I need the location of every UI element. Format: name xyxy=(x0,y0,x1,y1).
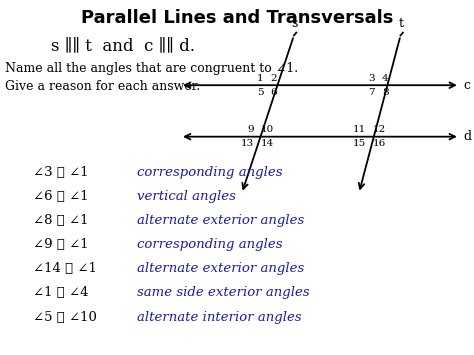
Text: corresponding angles: corresponding angles xyxy=(137,166,283,179)
Text: alternate exterior angles: alternate exterior angles xyxy=(137,214,305,227)
Text: ∠8 ≅ ∠1: ∠8 ≅ ∠1 xyxy=(33,214,89,227)
Text: 1: 1 xyxy=(257,73,264,83)
Text: Give a reason for each answer.: Give a reason for each answer. xyxy=(5,80,200,93)
Text: c: c xyxy=(464,79,471,92)
Text: alternate interior angles: alternate interior angles xyxy=(137,311,302,323)
Text: 5: 5 xyxy=(257,88,264,97)
Text: 15: 15 xyxy=(353,139,366,148)
Text: s ∥∥ t  and  c ∥∥ d.: s ∥∥ t and c ∥∥ d. xyxy=(51,37,195,54)
Text: 16: 16 xyxy=(373,139,386,148)
Text: ∠14 ≅ ∠1: ∠14 ≅ ∠1 xyxy=(33,262,97,275)
Text: alternate exterior angles: alternate exterior angles xyxy=(137,262,305,275)
Text: 10: 10 xyxy=(261,125,274,134)
Text: 3: 3 xyxy=(368,73,375,83)
Text: t: t xyxy=(399,17,404,30)
Text: Parallel Lines and Transversals: Parallel Lines and Transversals xyxy=(81,9,393,27)
Text: ∠6 ≅ ∠1: ∠6 ≅ ∠1 xyxy=(33,190,89,203)
Text: 4: 4 xyxy=(382,73,388,83)
Text: 2: 2 xyxy=(270,73,277,83)
Text: 9: 9 xyxy=(247,125,254,134)
Text: vertical angles: vertical angles xyxy=(137,190,237,203)
Text: ∠9 ≅ ∠1: ∠9 ≅ ∠1 xyxy=(33,238,89,251)
Text: 7: 7 xyxy=(368,88,375,97)
Text: d: d xyxy=(464,130,472,143)
Text: s: s xyxy=(292,17,298,30)
Text: 11: 11 xyxy=(353,125,366,134)
Text: Name all the angles that are congruent to ∠1.: Name all the angles that are congruent t… xyxy=(5,62,298,75)
Text: corresponding angles: corresponding angles xyxy=(137,238,283,251)
Text: ∠5 ≅ ∠10: ∠5 ≅ ∠10 xyxy=(33,311,97,323)
Text: ∠1 ≅ ∠4: ∠1 ≅ ∠4 xyxy=(33,286,89,299)
Text: ∠3 ≅ ∠1: ∠3 ≅ ∠1 xyxy=(33,166,89,179)
Text: 8: 8 xyxy=(382,88,388,97)
Text: 12: 12 xyxy=(373,125,386,134)
Text: same side exterior angles: same side exterior angles xyxy=(137,286,310,299)
Text: 13: 13 xyxy=(241,139,254,148)
Text: 6: 6 xyxy=(270,88,277,97)
Text: 14: 14 xyxy=(261,139,274,148)
